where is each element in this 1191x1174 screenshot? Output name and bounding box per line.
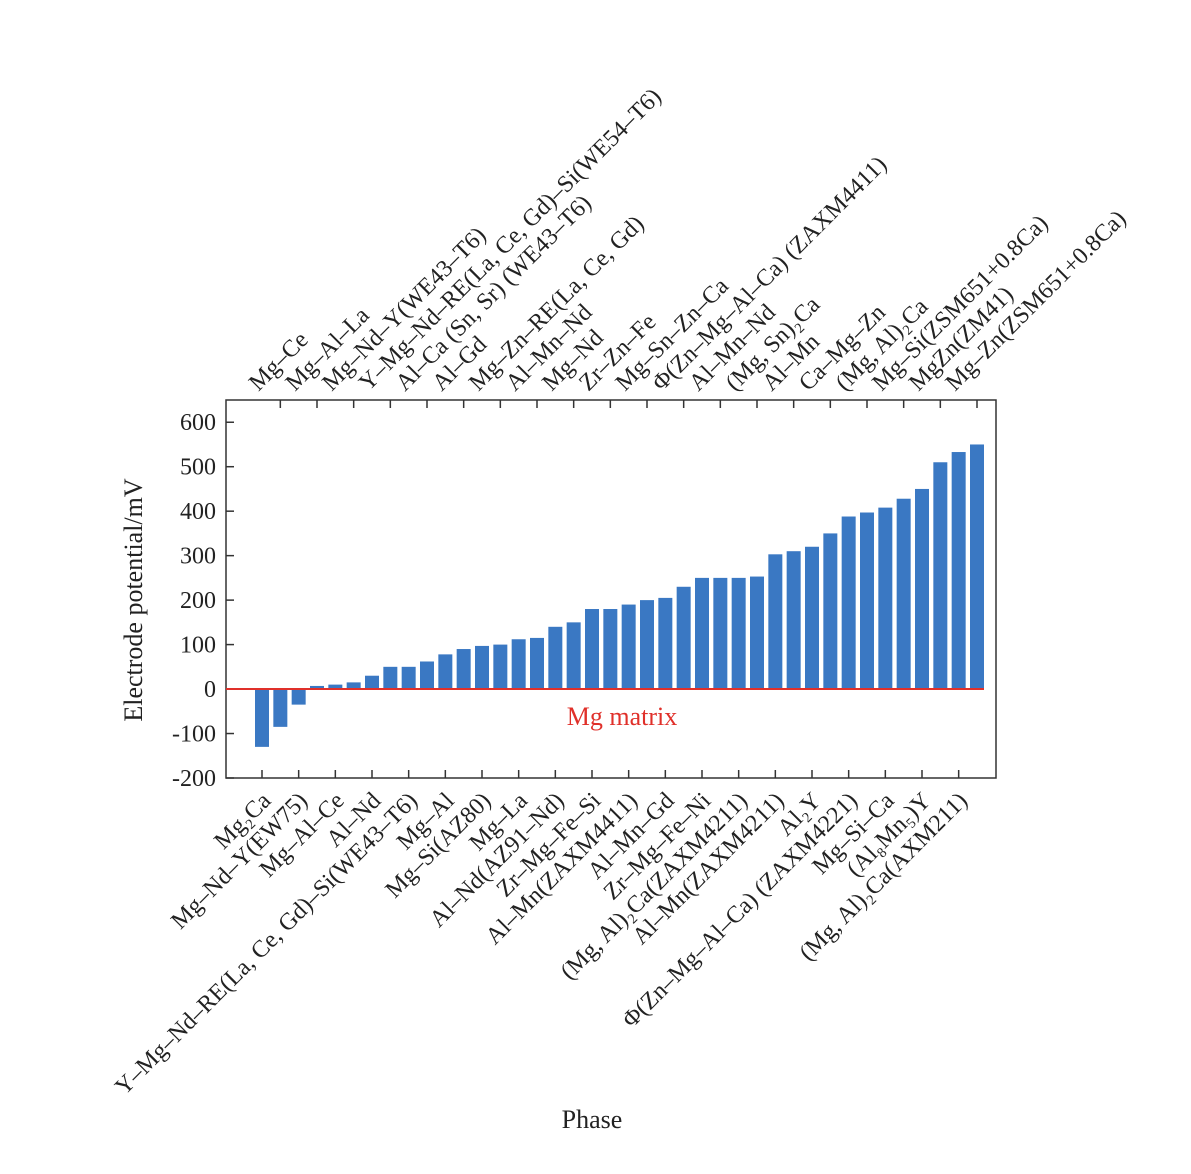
bar	[878, 507, 893, 690]
bar	[640, 600, 654, 690]
bar	[493, 644, 508, 690]
bar	[566, 622, 581, 690]
bar	[915, 488, 929, 690]
y-tick-label: 0	[204, 677, 216, 703]
y-tick-label: 400	[180, 499, 216, 525]
bar	[291, 689, 306, 705]
bar	[420, 661, 434, 690]
bar	[438, 654, 453, 690]
y-tick-label: 100	[180, 633, 216, 659]
bar	[530, 637, 544, 690]
bar	[786, 551, 801, 690]
bar	[346, 682, 361, 690]
bar	[896, 498, 911, 690]
bar	[401, 666, 416, 690]
bar	[731, 577, 746, 690]
y-axis-label: Electrode potential/mV	[119, 478, 148, 722]
y-tick-label: 300	[180, 544, 216, 570]
y-tick-label: 600	[180, 410, 216, 436]
bar	[658, 597, 673, 690]
bar	[548, 626, 563, 690]
bar	[860, 512, 874, 690]
bar	[511, 639, 526, 690]
bar	[951, 452, 966, 690]
bar	[621, 604, 636, 690]
y-tick-label: -100	[172, 722, 216, 748]
bar	[841, 516, 856, 690]
bar	[273, 689, 288, 727]
bar	[695, 577, 709, 690]
bar	[310, 685, 324, 690]
y-tick-label: 200	[180, 588, 216, 614]
bar	[713, 577, 728, 690]
bar	[970, 444, 984, 690]
bar	[933, 462, 948, 690]
x-axis-label: Phase	[562, 1105, 623, 1134]
bar	[805, 546, 819, 690]
bar	[768, 554, 783, 690]
bar	[456, 649, 471, 690]
bar	[750, 576, 764, 690]
y-tick-label: -200	[172, 766, 216, 792]
bar	[475, 645, 489, 690]
bar	[585, 609, 599, 690]
bar	[328, 684, 343, 690]
bar	[676, 586, 691, 690]
bar	[383, 666, 398, 690]
annotation: Mg matrix	[567, 702, 678, 731]
y-tick-label: 500	[180, 455, 216, 481]
bar	[823, 533, 838, 690]
bar	[365, 675, 379, 690]
bar	[255, 689, 269, 747]
bar	[603, 609, 618, 690]
